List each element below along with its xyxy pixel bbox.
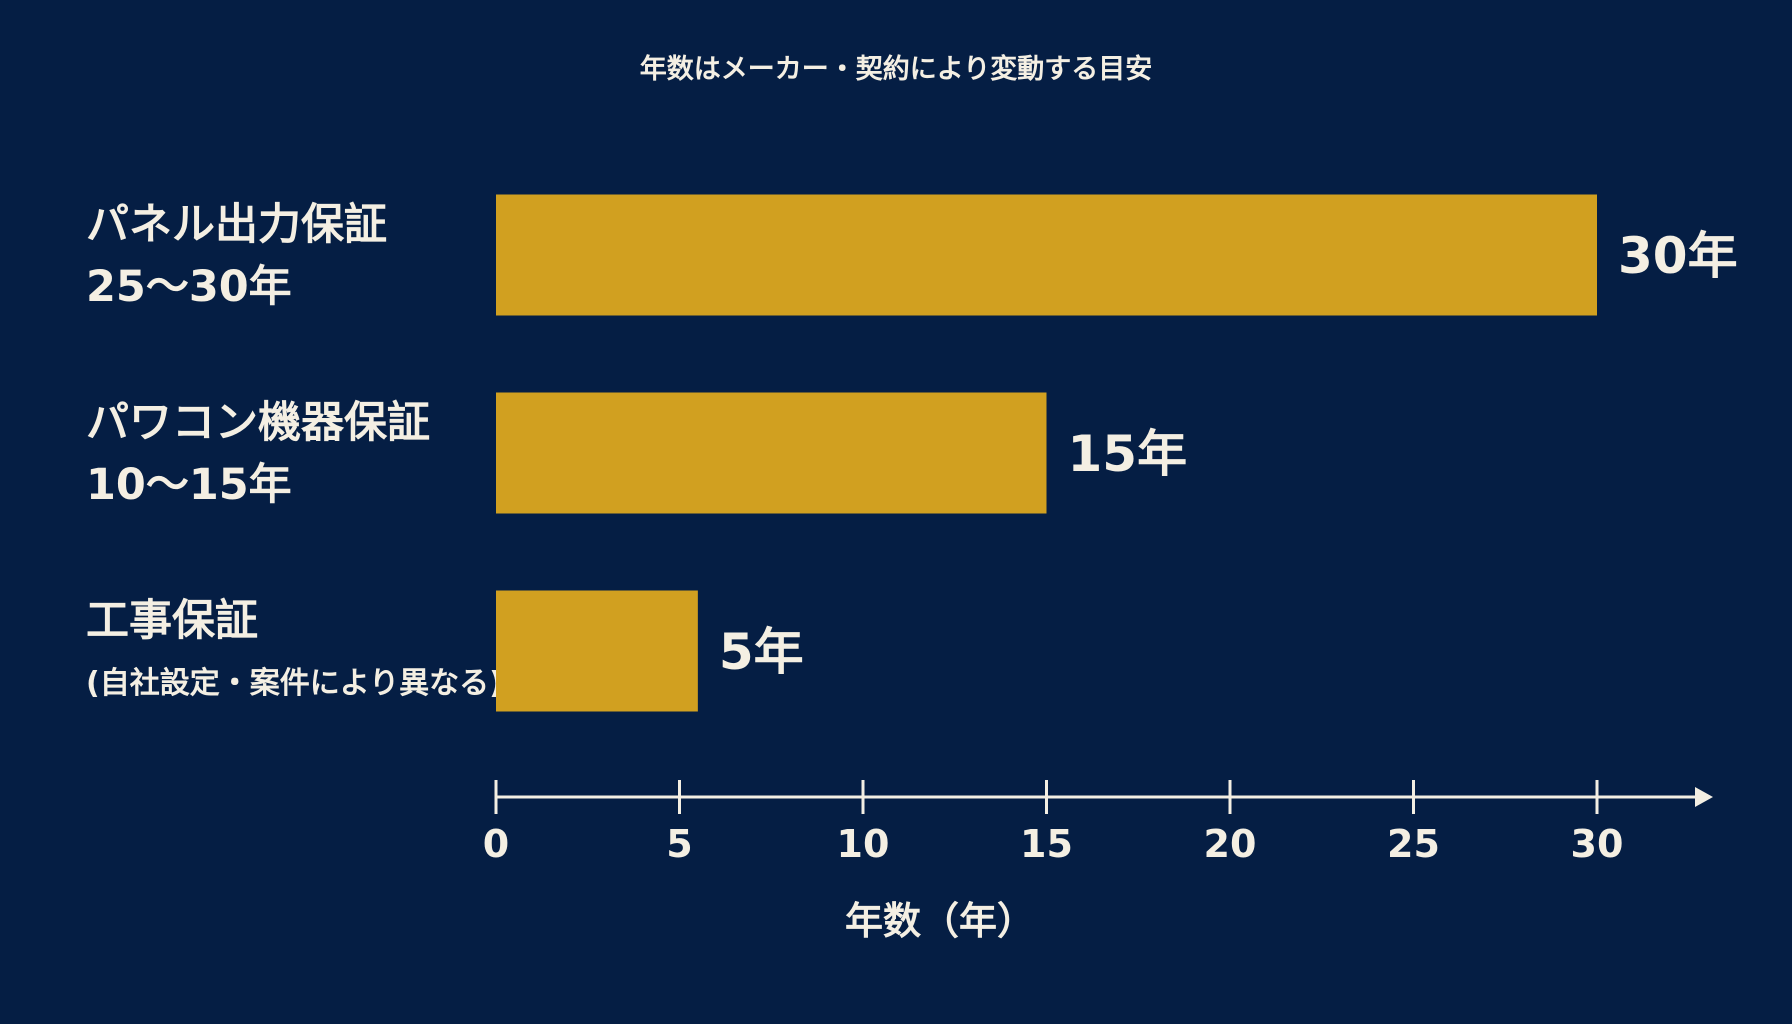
- chart-note: 年数はメーカー・契約により変動する目安: [640, 53, 1152, 85]
- bar-value-label: 5年: [719, 623, 804, 681]
- category-label-title: パネル出力保証: [86, 200, 387, 250]
- bar: [496, 392, 1047, 514]
- category-label-title: 工事保証: [86, 596, 258, 646]
- x-axis-tick-label: 30: [1571, 822, 1624, 866]
- x-axis-tick-label: 20: [1204, 822, 1257, 866]
- x-axis-arrow-icon: [1695, 787, 1713, 807]
- category-label-subtitle: (自社設定・案件により異なる): [86, 666, 503, 701]
- x-axis-tick-label: 10: [837, 822, 890, 866]
- bar-series: [496, 194, 1597, 712]
- bar-value-label: 30年: [1618, 227, 1738, 285]
- x-axis-tick-label: 25: [1387, 822, 1440, 866]
- bar-value-label: 15年: [1068, 425, 1188, 483]
- x-axis-tick-label: 5: [666, 822, 692, 866]
- bar: [496, 590, 698, 712]
- bar: [496, 194, 1597, 316]
- category-label-subtitle: 10〜15年: [86, 460, 292, 510]
- data-labels: 30年 15年 5年: [719, 227, 1738, 681]
- category-label-subtitle: 25〜30年: [86, 262, 292, 312]
- x-axis: 0 5 10 15 20 25 30: [483, 780, 1713, 866]
- x-axis-tick-label: 0: [483, 822, 509, 866]
- x-axis-tick-label: 15: [1020, 822, 1073, 866]
- category-label-title: パワコン機器保証: [86, 398, 430, 448]
- x-axis-title: 年数（年）: [845, 899, 1035, 943]
